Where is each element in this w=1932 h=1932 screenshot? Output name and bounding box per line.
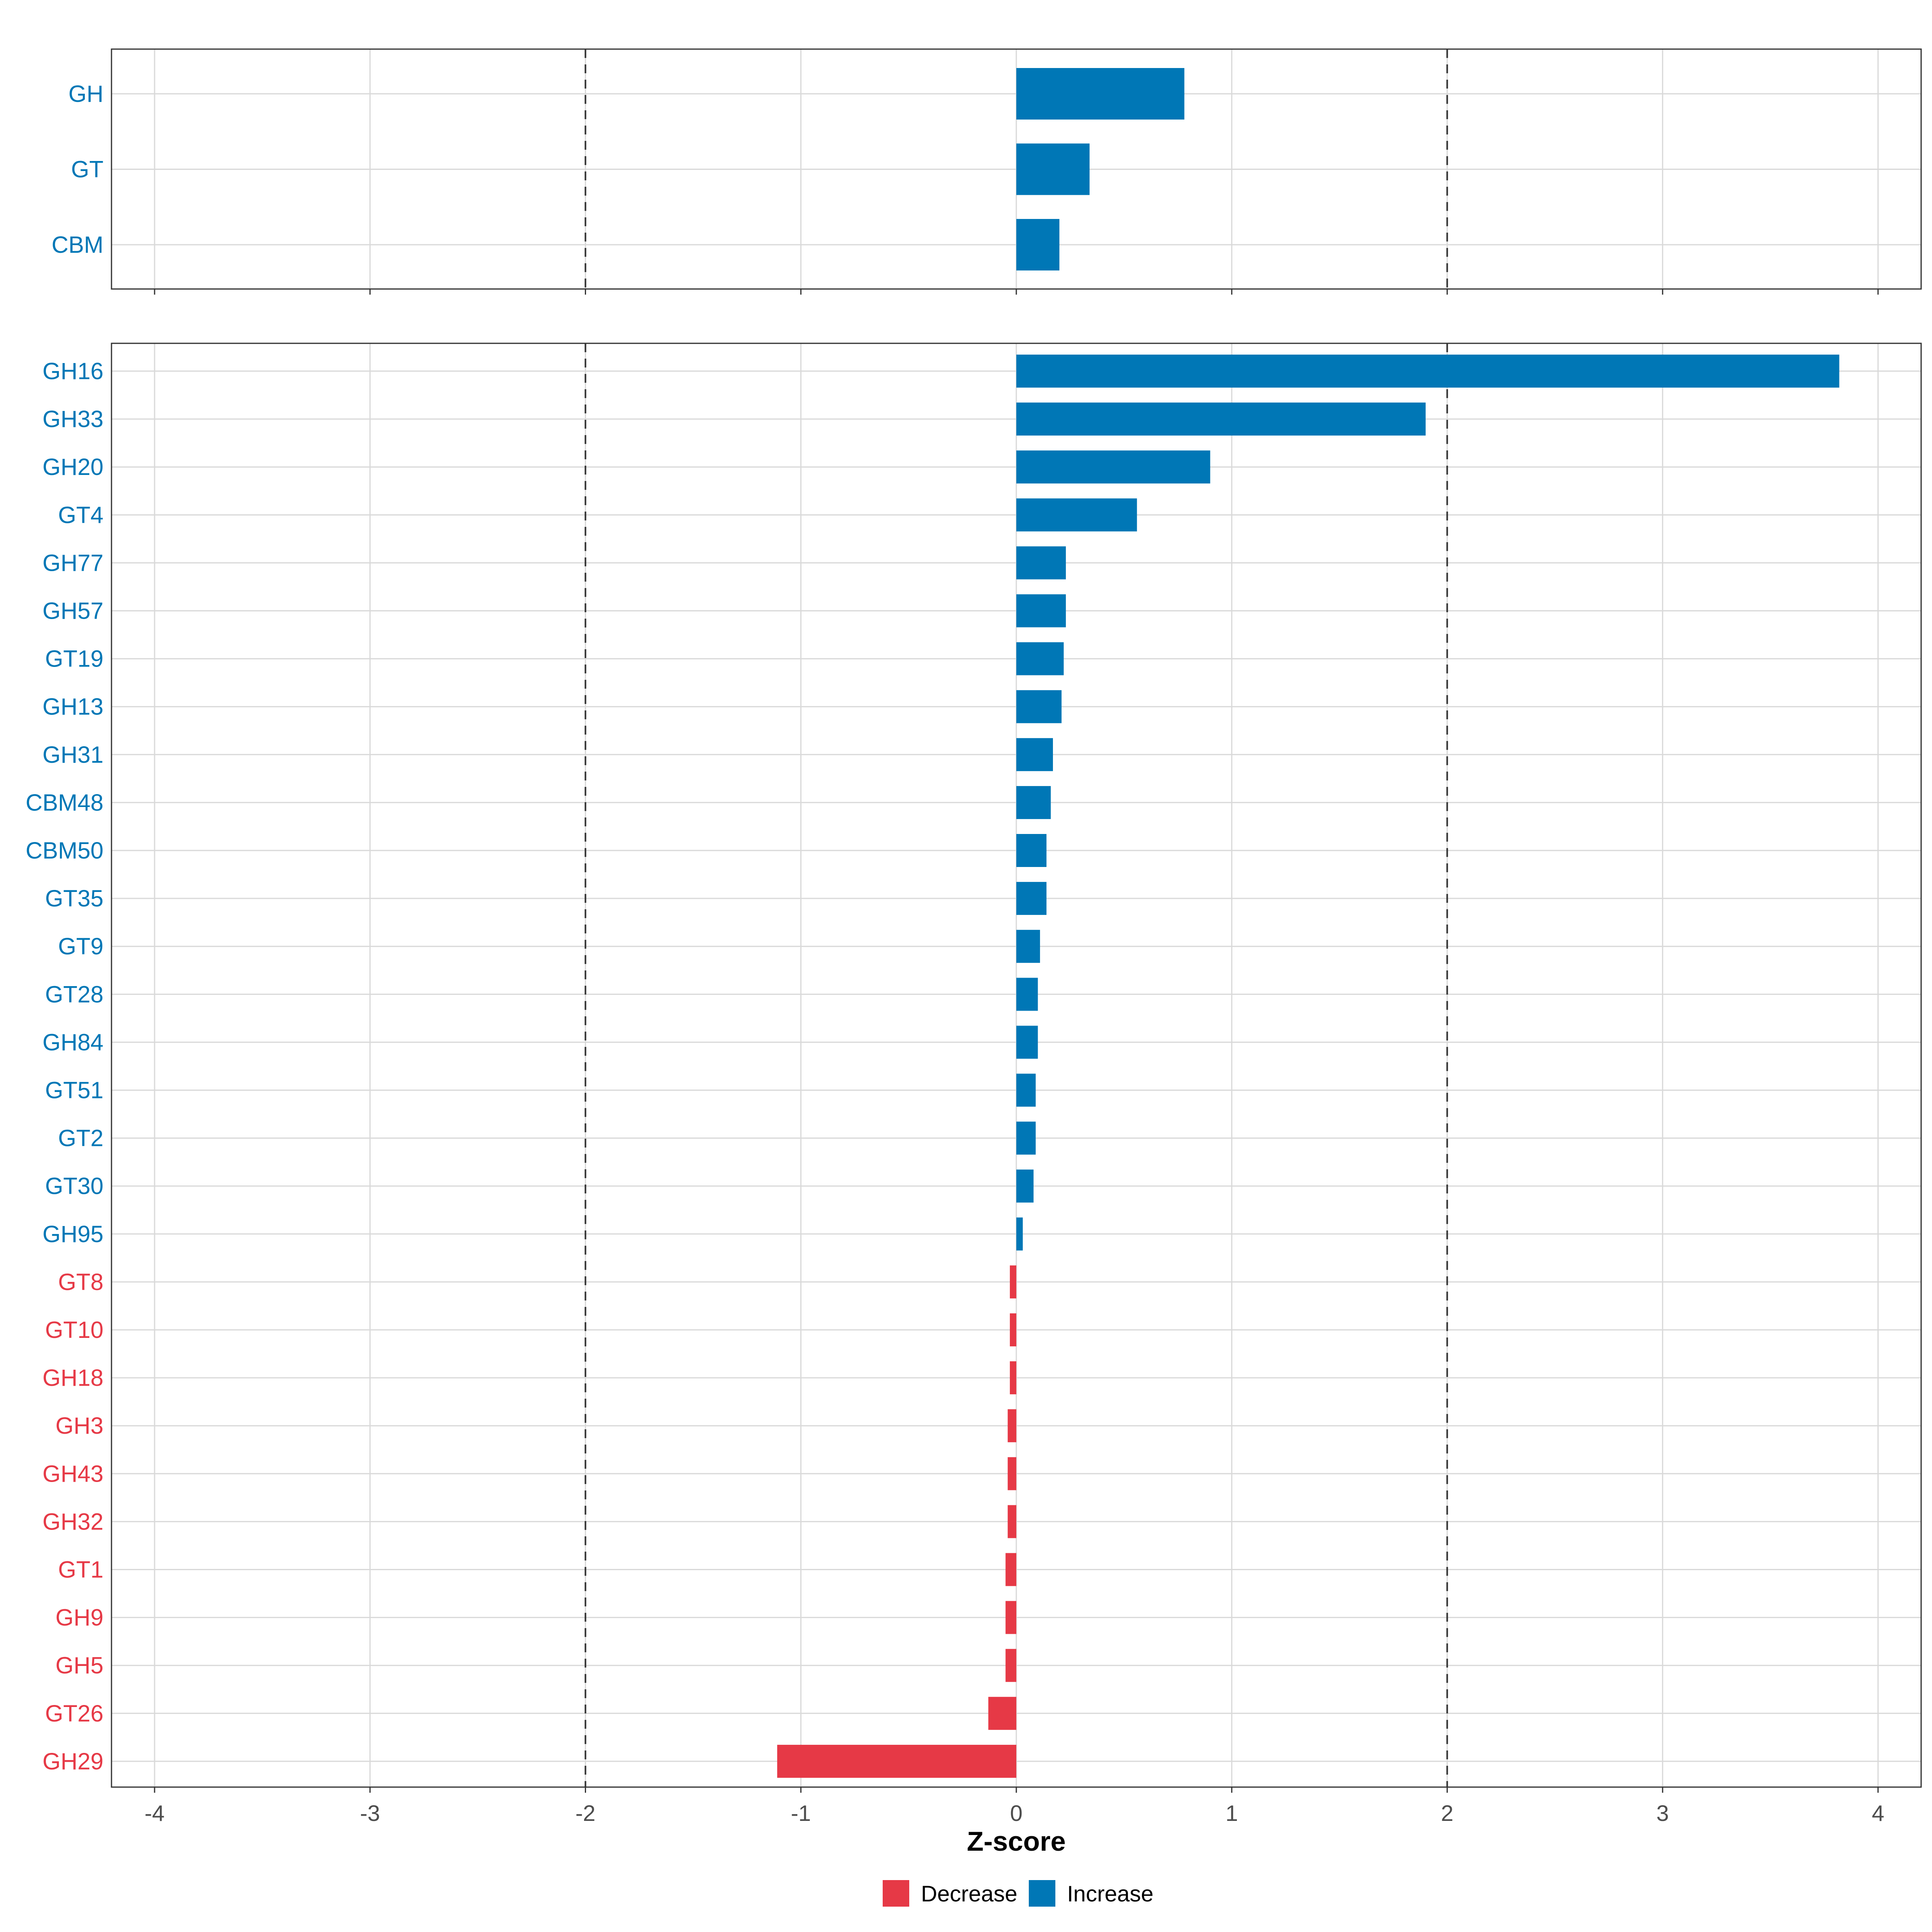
bar-GH33: [1016, 402, 1426, 436]
x-tick-label: 3: [1656, 1800, 1669, 1826]
bar-GH84: [1016, 1026, 1038, 1059]
x-axis: -4 -3 -2 -1 0 1 2 3 4: [144, 1800, 1884, 1826]
category-label: GH3: [56, 1413, 103, 1439]
bar-GT2: [1016, 1121, 1036, 1155]
bar-GT1: [1005, 1553, 1016, 1586]
category-label: GH84: [42, 1029, 103, 1055]
category-label: GH13: [42, 694, 103, 720]
legend-label: Increase: [1067, 1881, 1154, 1906]
category-label: GT8: [58, 1269, 103, 1295]
x-tick-label: 2: [1441, 1800, 1453, 1826]
category-label: GH95: [42, 1221, 103, 1247]
category-label: GH77: [42, 550, 103, 576]
bar-GH32: [1007, 1505, 1016, 1538]
category-label: GH20: [42, 454, 103, 480]
category-label: GH16: [42, 358, 103, 384]
bar-CBM: [1016, 219, 1060, 270]
bar-GT51: [1016, 1073, 1036, 1107]
bar-GH5: [1005, 1649, 1016, 1682]
category-label: GT2: [58, 1125, 103, 1152]
x-tick-label: -1: [791, 1800, 811, 1826]
category-label: GH5: [56, 1653, 103, 1679]
bar-GT: [1016, 143, 1090, 195]
bar-GT10: [1009, 1313, 1016, 1346]
category-label: GT4: [58, 502, 103, 528]
x-axis-title: Z-score: [967, 1826, 1066, 1857]
bar-GT35: [1016, 882, 1046, 915]
legend: Decrease Increase: [883, 1880, 1154, 1907]
x-tick-label: 1: [1226, 1800, 1238, 1826]
category-label: CBM48: [26, 790, 103, 816]
x-tick-label: -4: [144, 1800, 165, 1826]
category-label: GT30: [45, 1173, 103, 1199]
category-label: CBM: [52, 232, 103, 258]
bar-GT19: [1016, 642, 1064, 675]
category-label: GT35: [45, 886, 103, 912]
x-tick-label: 4: [1872, 1800, 1884, 1826]
bar-GH95: [1016, 1217, 1023, 1251]
bar-GH13: [1016, 690, 1062, 723]
legend-swatch: [1029, 1880, 1055, 1907]
category-label: GH18: [42, 1365, 103, 1391]
bar-GT28: [1016, 978, 1038, 1011]
bar-GH16: [1016, 355, 1839, 388]
panel-class: GH GT CBM: [52, 48, 1922, 295]
category-label: GH9: [56, 1605, 103, 1631]
category-label: GH43: [42, 1461, 103, 1487]
bar-GH43: [1007, 1457, 1016, 1490]
category-label: GH32: [42, 1509, 103, 1535]
bar-GH18: [1009, 1361, 1016, 1395]
bar-CBM50: [1016, 834, 1046, 867]
bar-GH: [1016, 68, 1185, 120]
x-tick-label: -2: [576, 1800, 596, 1826]
bar-CBM48: [1016, 786, 1051, 819]
category-label: GH31: [42, 742, 103, 768]
category-label: GT: [71, 157, 103, 183]
bar-GT9: [1016, 930, 1040, 963]
legend-item-decrease: Decrease: [883, 1880, 1018, 1907]
category-label: CBM50: [26, 838, 103, 864]
x-tick-label: -3: [360, 1800, 380, 1826]
legend-swatch: [883, 1880, 909, 1907]
category-label: GH: [68, 81, 103, 107]
category-label: GT9: [58, 933, 103, 960]
bar-GH31: [1016, 738, 1053, 771]
panel-family: GH16 GH33 GH20 GT4 GH77 GH57 GT19 GH13 GH31 CBM48…: [26, 343, 1922, 1793]
bar-GH3: [1007, 1409, 1016, 1443]
x-tick-label: 0: [1010, 1800, 1022, 1826]
category-label: GT51: [45, 1077, 103, 1104]
legend-label: Decrease: [921, 1881, 1018, 1906]
bar-GT4: [1016, 498, 1137, 532]
bar-GT30: [1016, 1169, 1034, 1203]
legend-item-increase: Increase: [1029, 1880, 1154, 1907]
bar-GH9: [1005, 1601, 1016, 1634]
category-label: GH57: [42, 598, 103, 624]
bar-GT8: [1009, 1265, 1016, 1298]
chart-panels: GHGTCBMGH16GH33GH20GT4GH77GH57GT19GH13GH…: [26, 48, 1922, 1793]
category-label: GT26: [45, 1701, 103, 1727]
category-label: GT19: [45, 646, 103, 672]
bar-GH20: [1016, 450, 1210, 484]
category-label: GT28: [45, 981, 103, 1007]
bar-GT26: [988, 1697, 1016, 1730]
category-label: GH29: [42, 1748, 103, 1775]
bar-GH57: [1016, 594, 1066, 627]
category-label: GT1: [58, 1557, 103, 1583]
category-label: GH33: [42, 406, 103, 432]
category-label: GT10: [45, 1317, 103, 1343]
bar-GH29: [777, 1744, 1016, 1778]
bar-GH77: [1016, 546, 1066, 580]
